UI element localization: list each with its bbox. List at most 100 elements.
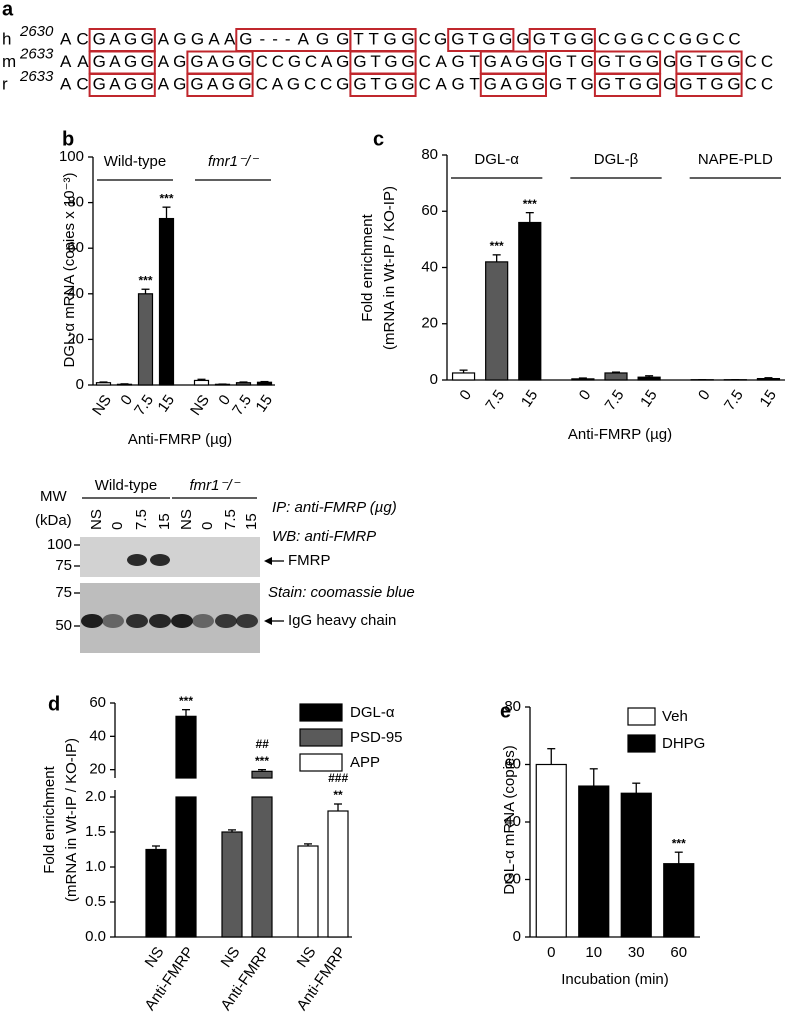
mw-title: MW (40, 488, 67, 505)
y-tick-label: 40 (67, 285, 84, 302)
x-tick-label: NS (294, 944, 320, 971)
species: r (2, 74, 8, 93)
bar (451, 372, 476, 381)
x-tick-label: 0 (456, 387, 475, 404)
legend-swatch (299, 753, 343, 772)
significance: ** (333, 788, 343, 802)
sequence-segment: GTGG (679, 52, 740, 71)
x-axis-label: Anti-FMRP (µg) (128, 431, 232, 448)
band-label: IgG heavy chain (288, 612, 396, 629)
y-tick-label: 40 (421, 258, 438, 275)
arrow-head (264, 617, 272, 625)
igg-band (149, 614, 171, 628)
legend-label: PSD-95 (350, 729, 403, 746)
mw-title: (kDa) (35, 512, 72, 529)
y-tick-label: 20 (421, 315, 438, 332)
x-tick-label: NS (89, 392, 115, 419)
sequence-segment: GTGG (679, 74, 740, 93)
sequence-segment: AA (60, 52, 89, 71)
y-tick-label: 20 (89, 761, 106, 778)
x-tick-label: NS (218, 944, 244, 971)
legend-label: DGL-α (350, 704, 395, 721)
sequence-segment: GTGG (353, 74, 414, 93)
sequence-segment: CG (419, 29, 448, 48)
x-tick-label: 7.5 (131, 392, 157, 419)
y-tick-label: 80 (504, 698, 521, 715)
x-tick-label: 0 (576, 387, 595, 404)
bar (95, 382, 112, 386)
sequence-segment: CAGCCG (256, 74, 350, 93)
fmrp-band (150, 554, 170, 566)
ip-label: IP: anti-FMRP (µg) (272, 499, 397, 516)
bar (571, 378, 595, 381)
sequence-segment: GTG (549, 74, 594, 93)
x-tick-label: 30 (628, 944, 645, 961)
x-tick-label: 15 (518, 387, 541, 410)
bar (756, 377, 781, 381)
panel-label: e (500, 700, 511, 722)
bar (620, 792, 652, 938)
significance: *** (179, 694, 193, 708)
x-tick-label: NS (142, 944, 168, 971)
y-tick-label: 80 (421, 146, 438, 163)
motif-box (349, 73, 417, 97)
sequence-segment: CC (745, 74, 774, 93)
panel-label: d (48, 693, 60, 715)
lane-label: 7.5 (133, 509, 150, 530)
seq-position: 2630 (19, 23, 54, 40)
sequence-segment: CAGT (419, 74, 480, 93)
sequence-segment: GAGG (190, 52, 251, 71)
group-label: NAPE-PLD (698, 151, 773, 168)
y-tick-label: 60 (504, 755, 521, 772)
blot-wb (80, 537, 260, 577)
y-tick-label: 60 (89, 694, 106, 711)
bar (297, 845, 319, 938)
y-tick-label: 100 (59, 148, 84, 165)
sequence-segment: AC (60, 74, 89, 93)
lane-label: 0 (109, 522, 126, 530)
lane-label: 15 (156, 513, 173, 530)
group-label: fmr1⁻/⁻ (189, 477, 240, 494)
bar (137, 293, 154, 386)
y-tick-label: 1.0 (85, 858, 106, 875)
sequence-segment: GTGG (451, 29, 512, 48)
x-tick-label: 10 (585, 944, 602, 961)
y-tick-label: 20 (67, 330, 84, 347)
bar (637, 376, 661, 381)
y-tick-label: 1.5 (85, 823, 106, 840)
mw-label: 75 (55, 557, 72, 574)
sequence-segment: GTGG (533, 29, 594, 48)
motif-box (528, 28, 596, 52)
y-tick-label: 40 (504, 813, 521, 830)
fmrp-band (127, 554, 147, 566)
igg-band (236, 614, 258, 628)
igg-band (126, 614, 148, 628)
lane-label: NS (88, 509, 105, 530)
seq-position: 2633 (19, 68, 54, 85)
sequence-segment: GAGG (93, 29, 154, 48)
x-tick-label: 60 (670, 944, 687, 961)
bar (535, 763, 567, 938)
y-tick-label: 60 (67, 239, 84, 256)
legend-swatch (627, 707, 656, 726)
x-tick-label: 7.5 (482, 387, 508, 414)
significance: ### (328, 771, 348, 785)
panel-label: b (62, 128, 74, 150)
x-tick-label: 7.5 (721, 387, 747, 414)
legend-label: APP (350, 754, 380, 771)
legend-swatch (299, 728, 343, 747)
bar (158, 217, 175, 386)
y-axis-label: Fold enrichment (359, 213, 376, 321)
x-tick-label: NS (187, 392, 213, 419)
sequence-segment: GTGG (353, 52, 414, 71)
y-tick-label: 40 (89, 727, 106, 744)
x-tick-label: 0 (695, 387, 714, 404)
y-tick-label: 80 (67, 194, 84, 211)
panel-label: c (373, 128, 384, 150)
x-tick-label: 15 (253, 392, 276, 415)
legend-swatch (299, 703, 343, 722)
y-tick-label: 2.0 (85, 788, 106, 805)
y-axis-label: DGL-α mRNA (copies x 10⁻³) (61, 173, 78, 368)
bar (145, 848, 167, 938)
